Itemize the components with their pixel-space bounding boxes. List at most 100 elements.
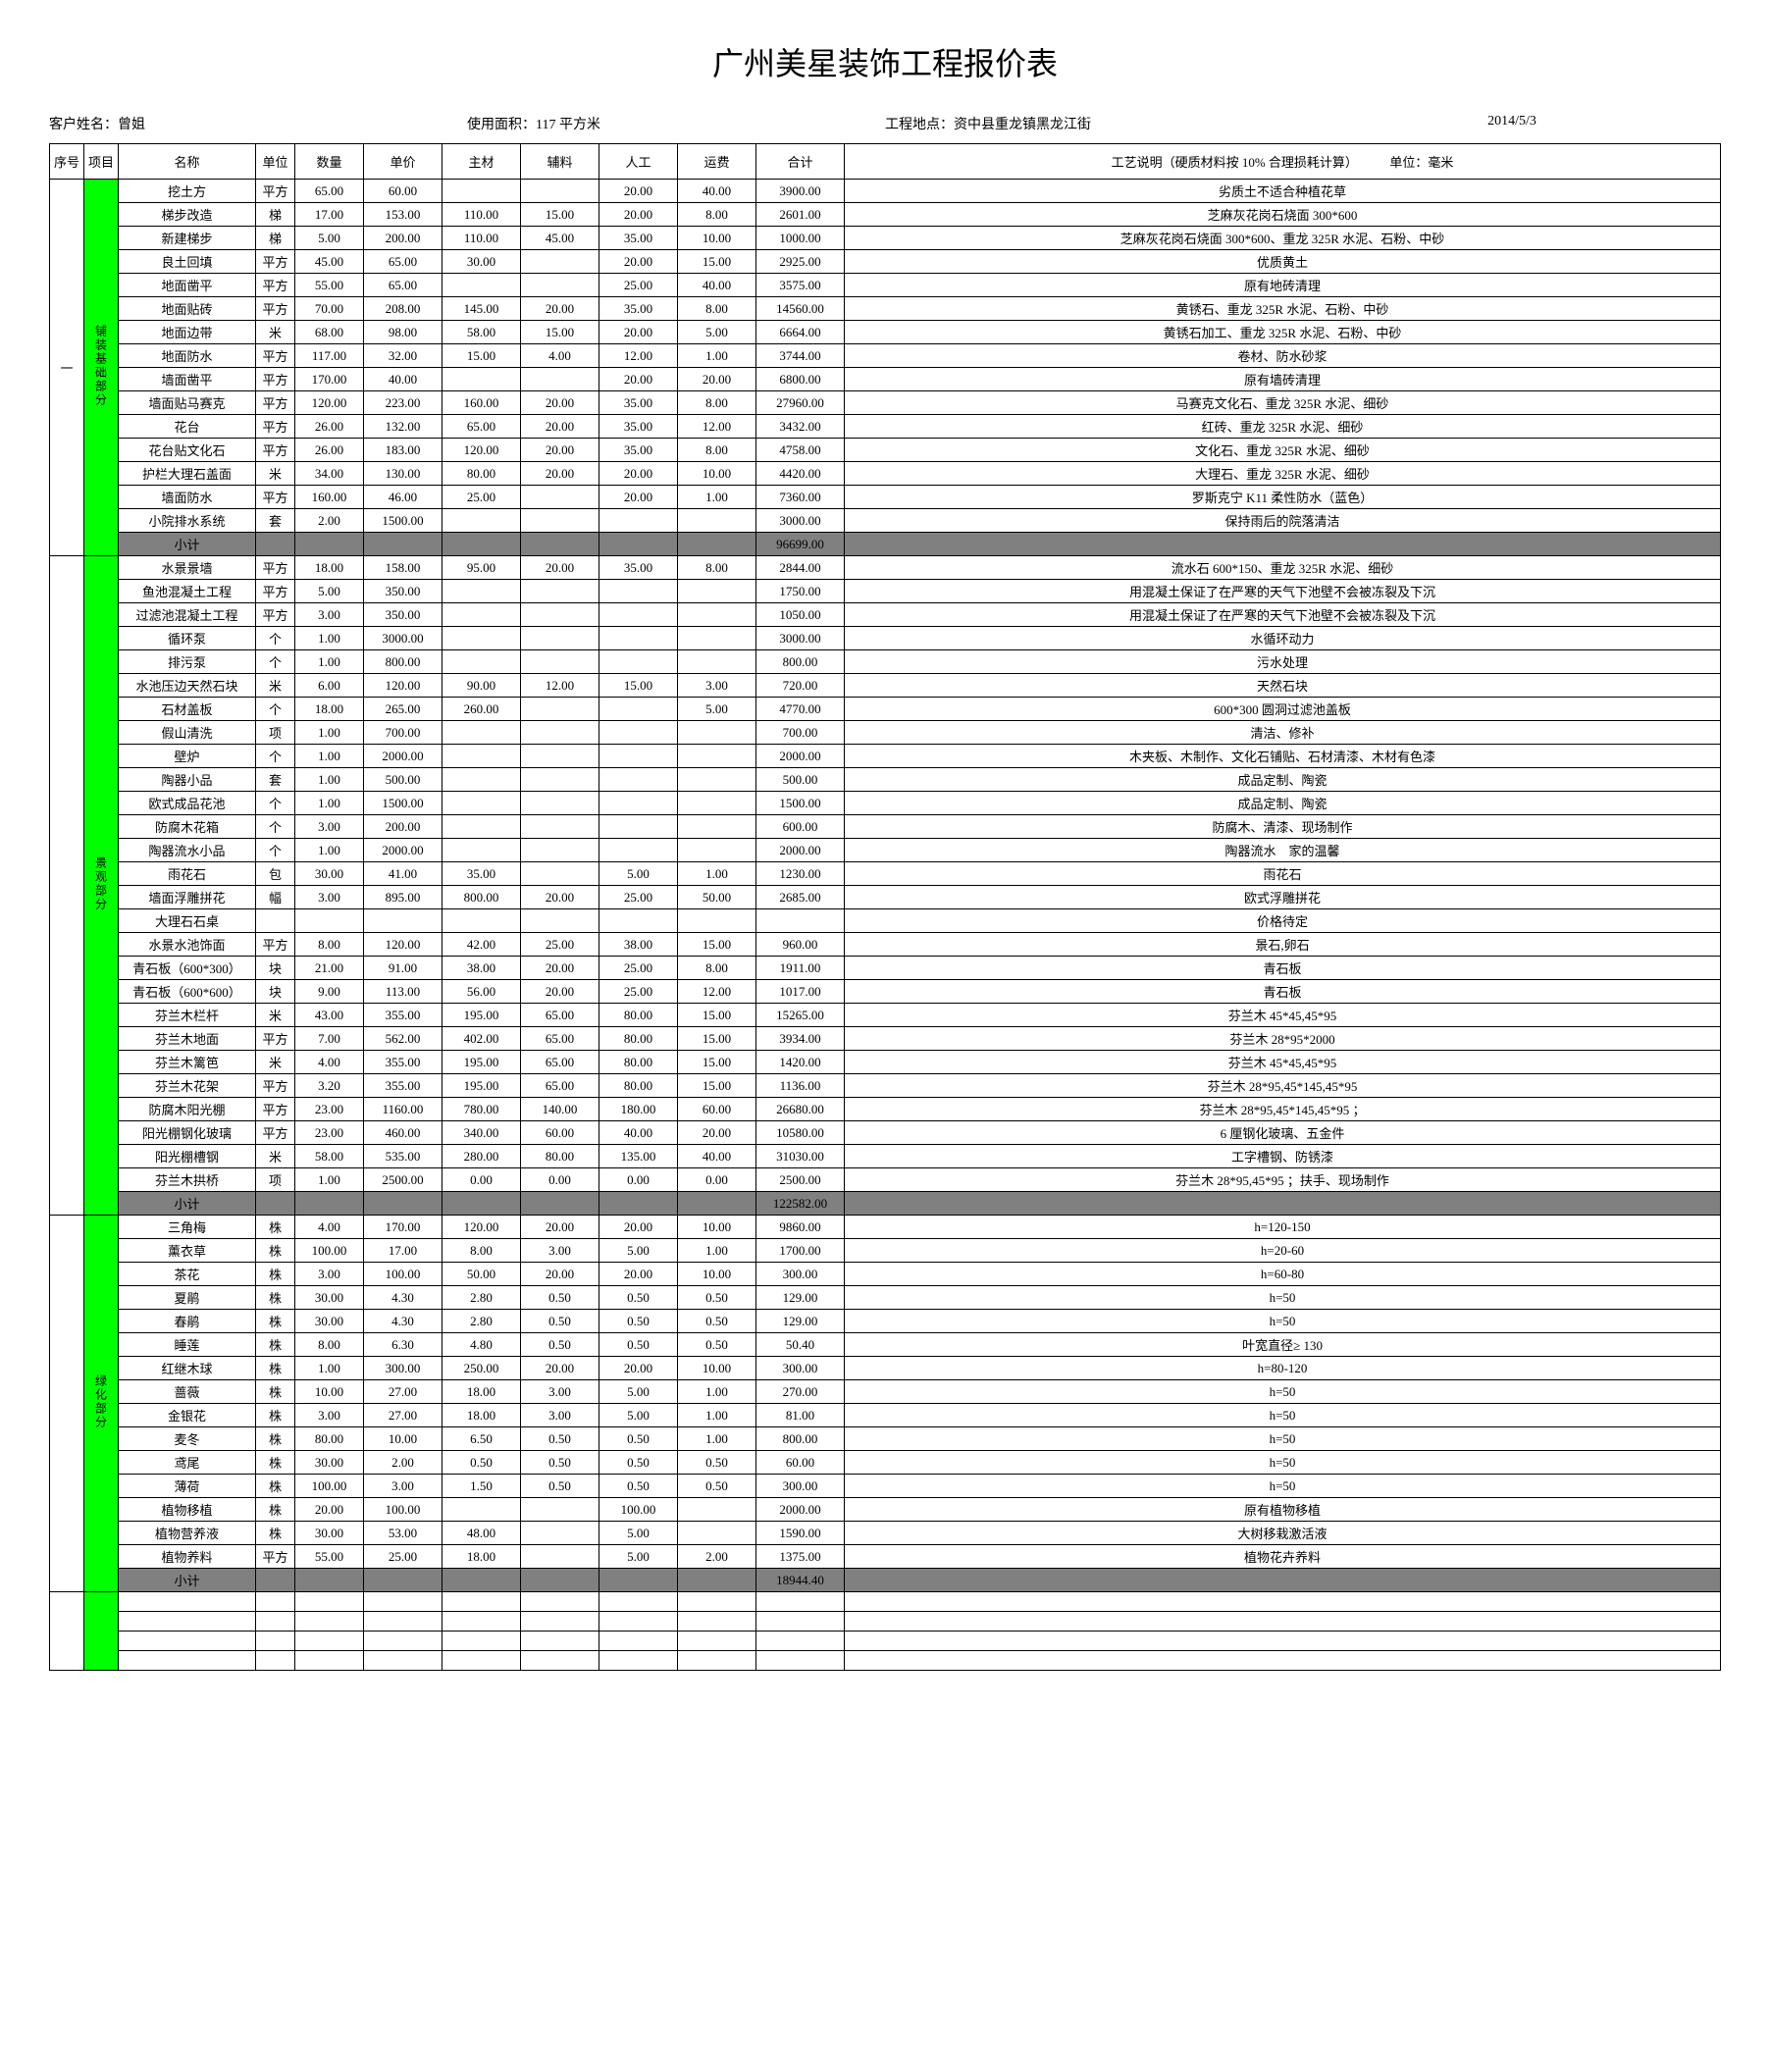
cell-qty: 100.00 [295,1239,364,1263]
cell-note: h=50 [845,1310,1721,1333]
cell-main: 18.00 [442,1380,521,1404]
cell-name: 蔷薇 [119,1380,256,1404]
cell-labor: 100.00 [599,1498,678,1522]
cell-price: 2.00 [364,1451,442,1475]
cell-unit: 平方 [256,1098,295,1121]
cell-main [442,768,521,792]
cell-price: 170.00 [364,1216,442,1239]
cell-name: 三角梅 [119,1216,256,1239]
cell-name: 过滤池混凝土工程 [119,603,256,627]
cell-freight: 10.00 [678,462,756,486]
cell-main: 260.00 [442,698,521,721]
cell-unit: 个 [256,627,295,650]
cell-freight: 8.00 [678,556,756,580]
cell-note: 污水处理 [845,650,1721,674]
cell-name: 青石板（600*600） [119,980,256,1004]
cell-freight [678,721,756,745]
cell-labor: 0.50 [599,1333,678,1357]
cell-name: 陶器流水小品 [119,839,256,862]
subtotal-row: 小计122582.00 [50,1192,1721,1216]
cell-name: 芬兰木地面 [119,1027,256,1051]
cell-aux [521,815,599,839]
cell-price: 98.00 [364,321,442,344]
cell-main: 30.00 [442,250,521,274]
cell-total: 3744.00 [756,344,845,368]
cell-total: 600.00 [756,815,845,839]
cell-freight: 1.00 [678,486,756,509]
cell-qty: 68.00 [295,321,364,344]
cell-qty: 65.00 [295,180,364,203]
cell-main: 15.00 [442,344,521,368]
cell-freight: 15.00 [678,1074,756,1098]
cell-aux [521,792,599,815]
cell-qty: 1.00 [295,627,364,650]
cell-price: 1160.00 [364,1098,442,1121]
cell-main [442,650,521,674]
cell-name: 墙面浮雕拼花 [119,886,256,909]
cell-note: h=50 [845,1475,1721,1498]
cell-freight: 15.00 [678,933,756,957]
cell-labor [599,509,678,533]
cell-unit: 株 [256,1522,295,1545]
table-row: 鸢尾株30.002.000.500.500.500.5060.00h=50 [50,1451,1721,1475]
subtotal-value: 18944.40 [756,1569,845,1592]
cell-total: 1000.00 [756,227,845,250]
cell-qty: 30.00 [295,1310,364,1333]
table-row: 芬兰木篱笆米4.00355.00195.0065.0080.0015.00142… [50,1051,1721,1074]
cell-qty: 1.00 [295,792,364,815]
cell-qty: 3.20 [295,1074,364,1098]
cell-labor: 35.00 [599,439,678,462]
cell-labor: 25.00 [599,274,678,297]
cell-qty: 3.00 [295,1263,364,1286]
cell-main: 2.80 [442,1286,521,1310]
cell-main [442,815,521,839]
cell-name: 夏鹃 [119,1286,256,1310]
table-row: 一铺装基础部分挖土方平方65.0060.0020.0040.003900.00劣… [50,180,1721,203]
cell-freight: 20.00 [678,1121,756,1145]
cell-labor: 5.00 [599,1380,678,1404]
cell-labor [599,815,678,839]
table-row: 麦冬株80.0010.006.500.500.501.00800.00h=50 [50,1427,1721,1451]
table-row: 芬兰木花架平方3.20355.00195.0065.0080.0015.0011… [50,1074,1721,1098]
cell-labor [599,698,678,721]
cell-price: 158.00 [364,556,442,580]
cell-note: 天然石块 [845,674,1721,698]
cell-note: 芬兰木 28*95,45*145,45*95 ； [845,1098,1721,1121]
cell-labor: 0.50 [599,1475,678,1498]
cell-main [442,274,521,297]
cell-price: 27.00 [364,1404,442,1427]
cell-freight: 0.00 [678,1168,756,1192]
cell-total: 1136.00 [756,1074,845,1098]
cell-name: 麦冬 [119,1427,256,1451]
cell-aux [521,721,599,745]
section-seq [50,1216,84,1592]
cell-price: 113.00 [364,980,442,1004]
cell-labor: 0.50 [599,1310,678,1333]
cell-total: 7360.00 [756,486,845,509]
cell-name: 植物移植 [119,1498,256,1522]
cell-total: 3000.00 [756,509,845,533]
cell-freight: 15.00 [678,250,756,274]
cell-name: 睡莲 [119,1333,256,1357]
table-row: 春鹃株30.004.302.800.500.500.50129.00h=50 [50,1310,1721,1333]
cell-labor: 20.00 [599,250,678,274]
table-row: 薄荷株100.003.001.500.500.500.50300.00h=50 [50,1475,1721,1498]
table-row: 植物养料平方55.0025.0018.005.002.001375.00植物花卉… [50,1545,1721,1569]
cell-main: 50.00 [442,1263,521,1286]
cell-main: 95.00 [442,556,521,580]
cell-labor: 35.00 [599,415,678,439]
cell-aux [521,250,599,274]
cell-name: 地面边带 [119,321,256,344]
cell-name: 植物养料 [119,1545,256,1569]
cell-price: 700.00 [364,721,442,745]
cell-freight [678,1522,756,1545]
cell-unit: 米 [256,462,295,486]
cell-unit: 米 [256,1051,295,1074]
cell-total: 2685.00 [756,886,845,909]
cell-aux: 0.50 [521,1475,599,1498]
cell-freight: 10.00 [678,1216,756,1239]
table-row: 防腐木花箱个3.00200.00600.00防腐木、清漆、现场制作 [50,815,1721,839]
cell-qty: 80.00 [295,1427,364,1451]
cell-note: 600*300 圆洞过滤池盖板 [845,698,1721,721]
cell-freight: 20.00 [678,368,756,391]
